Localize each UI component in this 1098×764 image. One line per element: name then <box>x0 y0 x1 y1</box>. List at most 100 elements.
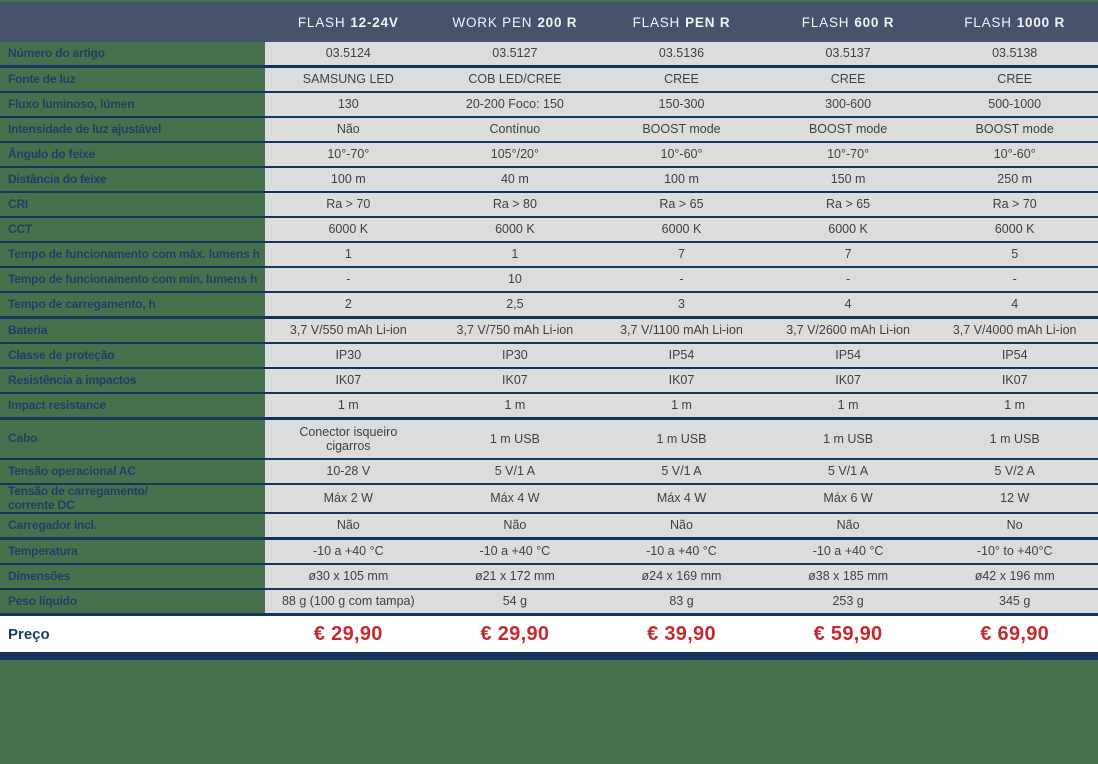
spec-cell: -10 a +40 °C <box>265 540 432 563</box>
table-row: Dimensões ø30 x 105 mm ø21 x 172 mm ø24 x 1… <box>0 565 1098 590</box>
spec-cell: 1 m <box>598 394 765 417</box>
spec-cell: 10 <box>431 268 599 291</box>
spec-cell: 03.5124 <box>265 42 432 65</box>
spec-cell: IK07 <box>764 369 932 392</box>
spec-cell: 54 g <box>431 590 599 613</box>
row-label: Bateria <box>8 322 48 337</box>
spec-cell: ø21 x 172 mm <box>431 565 599 588</box>
product-brand: WORK PEN <box>452 14 533 30</box>
spec-cell: IK07 <box>265 369 432 392</box>
spec-cell: IK07 <box>931 369 1098 392</box>
spec-cell: CREE <box>931 68 1098 91</box>
spec-cell: - <box>931 268 1098 291</box>
row-label: Ângulo do feixe <box>8 146 96 161</box>
spec-cell: No <box>931 514 1098 537</box>
spec-cell: 3 <box>598 293 765 316</box>
spec-cell: IK07 <box>431 369 599 392</box>
spec-cell: Contínuo <box>431 118 599 141</box>
spec-cell: 4 <box>931 293 1098 316</box>
product-model: 200 R <box>537 14 578 30</box>
table-row: Distância do feixe 100 m 40 m 100 m 150 m 250… <box>0 168 1098 193</box>
spec-cell: 5 V/2 A <box>931 460 1098 483</box>
spec-cell: 03.5136 <box>598 42 765 65</box>
table-row: Carregador incl. Não Não Não Não No <box>0 514 1098 540</box>
spec-cell: 6000 K <box>598 218 765 241</box>
spec-cell: Ra > 80 <box>431 193 599 216</box>
product-header: FLASH 12-24V <box>265 2 432 42</box>
row-label: Impact resistance <box>8 397 106 412</box>
spec-cell: 3,7 V/4000 mAh Li-ion <box>931 319 1098 342</box>
spec-cell: Não <box>265 118 432 141</box>
spec-cell: 40 m <box>431 168 599 191</box>
spec-cell: 6000 K <box>764 218 932 241</box>
spec-cell: 3,7 V/550 mAh Li-ion <box>265 319 432 342</box>
spec-cell: 4 <box>764 293 932 316</box>
spec-cell: 1 <box>431 243 599 266</box>
spec-cell: 1 m <box>764 394 932 417</box>
spec-cell: 6000 K <box>931 218 1098 241</box>
spec-cell: IP30 <box>265 344 432 367</box>
spec-cell: - <box>764 268 932 291</box>
spec-cell: 03.5127 <box>431 42 599 65</box>
spec-cell: Máx 6 W <box>764 485 932 512</box>
spec-cell: IP54 <box>598 344 765 367</box>
spec-cell: 3,7 V/2600 mAh Li-ion <box>764 319 932 342</box>
spec-cell: -10 a +40 °C <box>598 540 765 563</box>
spec-cell: Ra > 70 <box>265 193 432 216</box>
spec-cell: Ra > 70 <box>931 193 1098 216</box>
price-row: Preço € 29,90 € 29,90 € 39,90 € 59,90 € 69,9… <box>0 616 1098 652</box>
spec-cell: 2,5 <box>431 293 599 316</box>
row-label: Carregador incl. <box>8 517 97 532</box>
spec-cell: COB LED/CREE <box>431 68 599 91</box>
spec-cell: 1 m <box>931 394 1098 417</box>
price-value: € 29,90 <box>313 622 383 645</box>
header-label-spacer <box>0 2 265 42</box>
spec-cell: -10 a +40 °C <box>764 540 932 563</box>
price-row-label: Preço <box>8 625 50 643</box>
table-row: CRI Ra > 70 Ra > 80 Ra > 65 Ra > 65 Ra > 70 <box>0 193 1098 218</box>
spec-cell: 83 g <box>598 590 765 613</box>
spec-cell: - <box>265 268 432 291</box>
spec-cell: 5 V/1 A <box>431 460 599 483</box>
spec-cell: 130 <box>265 93 432 116</box>
spec-cell: 5 V/1 A <box>764 460 932 483</box>
product-model: 12-24V <box>350 14 399 30</box>
table-row: Tempo de carregamento, h 2 2,5 3 4 4 <box>0 293 1098 319</box>
row-label: Fluxo luminoso, lúmen <box>8 96 135 111</box>
spec-cell: 6000 K <box>431 218 599 241</box>
spec-cell: SAMSUNG LED <box>265 68 432 91</box>
spec-cell: ø38 x 185 mm <box>764 565 932 588</box>
table-row: Cabo Conector isqueiro cigarros 1 m USB 1 m… <box>0 420 1098 460</box>
product-header: FLASH 600 R <box>765 2 932 42</box>
product-header: WORK PEN 200 R <box>432 2 599 42</box>
spec-cell: 1 m USB <box>431 420 599 458</box>
row-label: Distância do feixe <box>8 171 107 186</box>
table-row: Temperatura -10 a +40 °C -10 a +40 °C -10 a… <box>0 540 1098 565</box>
spec-cell: 2 <box>265 293 432 316</box>
spec-cell: 150 m <box>764 168 932 191</box>
spec-cell: 150-300 <box>598 93 765 116</box>
spec-cell: 03.5138 <box>931 42 1098 65</box>
row-label: Dimensões <box>8 568 71 583</box>
row-label: Fonte de luz <box>8 71 76 86</box>
spec-cell: Não <box>265 514 432 537</box>
spec-cell: IK07 <box>598 369 765 392</box>
spec-cell: Não <box>431 514 599 537</box>
spec-cell: 1 <box>265 243 432 266</box>
spec-cell: ø24 x 169 mm <box>598 565 765 588</box>
spec-cell: BOOST mode <box>764 118 932 141</box>
row-label: Resistência a impactos <box>8 372 137 387</box>
spec-cell: Conector isqueiro cigarros <box>265 420 432 458</box>
row-label: Tempo de carregamento, h <box>8 296 156 311</box>
price-value: € 69,90 <box>980 622 1050 645</box>
table-row: Resistência a impactos IK07 IK07 IK07 IK07 IK… <box>0 369 1098 394</box>
spec-cell: IP54 <box>764 344 932 367</box>
spec-cell: Não <box>764 514 932 537</box>
table-row: Bateria 3,7 V/550 mAh Li-ion 3,7 V/750 mAh… <box>0 319 1098 344</box>
spec-cell: -10 a +40 °C <box>431 540 599 563</box>
row-label: Tensão operacional AC <box>8 463 136 478</box>
spec-cell: Máx 4 W <box>431 485 599 512</box>
table-row: Tempo de funcionamento com mín. lumens h… <box>0 268 1098 293</box>
